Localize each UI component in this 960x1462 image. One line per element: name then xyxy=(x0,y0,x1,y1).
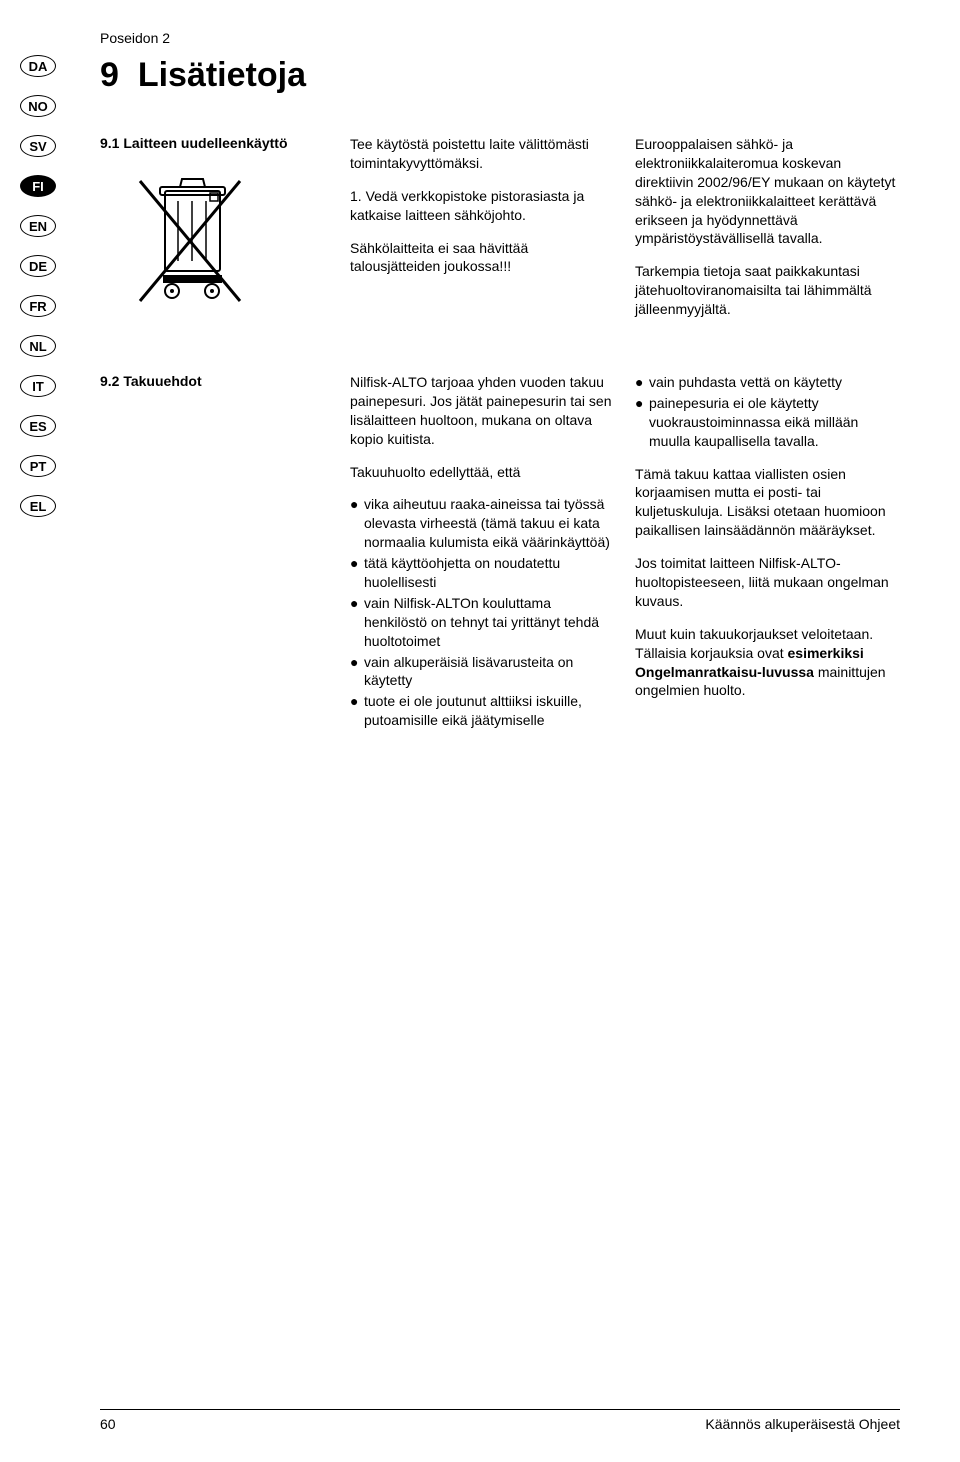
lang-es: ES xyxy=(20,415,56,437)
s91-r1: Eurooppalaisen sähkö- ja elektroniikkala… xyxy=(635,135,900,248)
bullet-icon: ● xyxy=(350,594,364,651)
s92-m1: Nilfisk-ALTO tarjoaa yhden vuoden takuu … xyxy=(350,373,615,449)
chapter-name: Lisätietoja xyxy=(138,56,306,94)
footer-page-num: 60 xyxy=(100,1416,116,1432)
s91-p1: Tee käytöstä poistettu laite välittömäst… xyxy=(350,135,615,173)
section-9-2: 9.2 Takuuehdot Nilfisk-ALTO tarjoaa yhde… xyxy=(100,373,900,732)
lang-fi: FI xyxy=(20,175,56,197)
s91-p2: 1. Vedä verkkopistoke pistorasiasta ja k… xyxy=(350,187,615,225)
lang-no: NO xyxy=(20,95,56,117)
bullet-icon: ● xyxy=(350,495,364,552)
s92-m2: Takuuhuolto edellyttää, että xyxy=(350,463,615,482)
s92-mb3-txt: vain Nilfisk-ALTOn kouluttama henkilöstö… xyxy=(364,594,615,651)
lang-en: EN xyxy=(20,215,56,237)
s92-rb1-txt: vain puhdasta vettä on käytetty xyxy=(649,373,900,392)
crossed-bin-icon xyxy=(130,171,330,326)
page-footer: 60 Käännös alkuperäisestä Ohjeet xyxy=(100,1409,900,1432)
lang-it: IT xyxy=(20,375,56,397)
s92-mb4-txt: vain alkuperäisiä lisävarusteita on käyt… xyxy=(364,653,615,691)
s92-rb2: ●painepesuria ei ole käytetty vuokrausto… xyxy=(635,394,900,451)
bullet-icon: ● xyxy=(350,554,364,592)
s92-mb2: ●tätä käyttöohjetta on noudatettu huolel… xyxy=(350,554,615,592)
bullet-icon: ● xyxy=(350,653,364,691)
s91-p2-txt: Vedä verkkopistoke pistorasiasta ja katk… xyxy=(350,188,584,223)
s92-r3: Muut kuin takuukorjaukset veloitetaan. T… xyxy=(635,625,900,701)
s92-mb1: ●vika aiheutuu raaka-aineissa tai työssä… xyxy=(350,495,615,552)
s92-mb3: ●vain Nilfisk-ALTOn kouluttama henkilöst… xyxy=(350,594,615,651)
s91-p2-num: 1. xyxy=(350,188,362,204)
lang-da: DA xyxy=(20,55,56,77)
lang-pt: PT xyxy=(20,455,56,477)
bullet-icon: ● xyxy=(635,373,649,392)
language-sidebar: DA NO SV FI EN DE FR NL IT ES PT EL xyxy=(20,55,56,517)
s92-rb1: ●vain puhdasta vettä on käytetty xyxy=(635,373,900,392)
s91-r2: Tarkempia tietoja saat paikkakuntasi jät… xyxy=(635,262,900,319)
section-9-2-heading: 9.2 Takuuehdot xyxy=(100,373,330,389)
s92-mb5-txt: tuote ei ole joutunut alttiiksi iskuille… xyxy=(364,692,615,730)
bullet-icon: ● xyxy=(350,692,364,730)
s92-mb5: ●tuote ei ole joutunut alttiiksi iskuill… xyxy=(350,692,615,730)
product-header: Poseidon 2 xyxy=(100,30,900,46)
s92-mb2-txt: tätä käyttöohjetta on noudatettu huolell… xyxy=(364,554,615,592)
lang-fr: FR xyxy=(20,295,56,317)
s92-r1: Tämä takuu kattaa viallisten osien korja… xyxy=(635,465,900,541)
section-9-1-heading: 9.1 Laitteen uudelleenkäyttö xyxy=(100,135,330,151)
chapter-num: 9 xyxy=(100,56,119,94)
lang-de: DE xyxy=(20,255,56,277)
section-9-1: 9.1 Laitteen uudelleenkäyttö xyxy=(100,135,900,333)
s92-rb2-txt: painepesuria ei ole käytetty vuokraustoi… xyxy=(649,394,900,451)
lang-sv: SV xyxy=(20,135,56,157)
s92-mb4: ●vain alkuperäisiä lisävarusteita on käy… xyxy=(350,653,615,691)
bullet-icon: ● xyxy=(635,394,649,451)
footer-text: Käännös alkuperäisestä Ohjeet xyxy=(705,1416,900,1432)
lang-nl: NL xyxy=(20,335,56,357)
lang-el: EL xyxy=(20,495,56,517)
s91-p3: Sähkölaitteita ei saa hävittää talousjät… xyxy=(350,239,615,277)
s92-r2: Jos toimitat laitteen Nilfisk-ALTO-huolt… xyxy=(635,554,900,611)
s92-mb1-txt: vika aiheutuu raaka-aineissa tai työssä … xyxy=(364,495,615,552)
chapter-title: 9 Lisätietoja xyxy=(100,56,900,95)
